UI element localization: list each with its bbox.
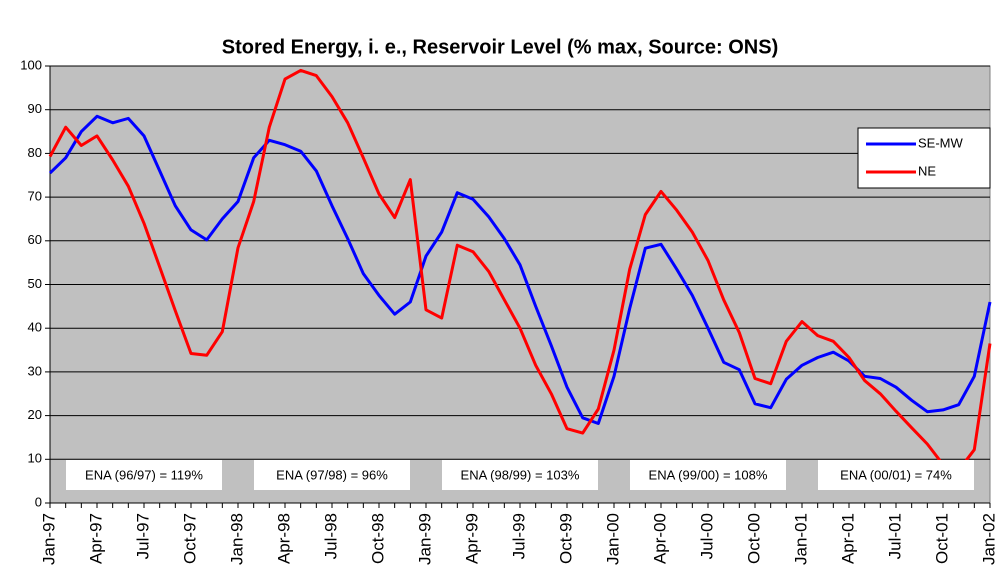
x-tick-label: Oct-99 bbox=[556, 513, 575, 564]
x-tick-label: Jul-99 bbox=[509, 513, 528, 559]
annotation-box bbox=[818, 460, 974, 490]
x-tick-label: Jan-98 bbox=[227, 513, 246, 565]
y-tick-label: 0 bbox=[35, 494, 42, 509]
x-tick-label: Apr-01 bbox=[838, 513, 857, 564]
annotation-box bbox=[442, 460, 598, 490]
y-tick-label: 10 bbox=[28, 451, 42, 466]
legend-box bbox=[857, 127, 991, 189]
y-tick-label: 60 bbox=[28, 232, 42, 247]
x-tick-label: Oct-01 bbox=[932, 513, 951, 564]
x-tick-label: Oct-00 bbox=[744, 513, 763, 564]
annotation-box bbox=[66, 460, 222, 490]
x-tick-label: Oct-97 bbox=[180, 513, 199, 564]
chart-title: Stored Energy, i. e., Reservoir Level (%… bbox=[222, 36, 778, 58]
y-tick-label: 100 bbox=[20, 57, 42, 72]
annotation: ENA (99/00) = 108% bbox=[649, 467, 768, 482]
x-tick-label: Apr-98 bbox=[274, 513, 293, 564]
annotation-box bbox=[254, 460, 410, 490]
y-tick-label: 80 bbox=[28, 145, 42, 160]
y-tick-label: 70 bbox=[28, 189, 42, 204]
annotation: ENA (97/98) = 96% bbox=[276, 467, 388, 482]
x-tick-label: Apr-97 bbox=[86, 513, 105, 564]
y-tick-label: 40 bbox=[28, 320, 42, 335]
x-tick-label: Apr-00 bbox=[650, 513, 669, 564]
series-line bbox=[48, 114, 992, 425]
x-tick-label: Jul-97 bbox=[133, 513, 152, 559]
annotation: ENA (98/99) = 103% bbox=[461, 467, 580, 482]
series-line bbox=[48, 68, 992, 472]
legend-label: NE bbox=[918, 163, 936, 178]
x-tick-label: Jul-00 bbox=[697, 513, 716, 559]
y-tick-label: 50 bbox=[28, 276, 42, 291]
x-tick-label: Jan-97 bbox=[39, 513, 58, 565]
x-tick-label: Jul-98 bbox=[321, 513, 340, 559]
legend-label: SE-MW bbox=[918, 135, 964, 150]
annotation: ENA (96/97) = 119% bbox=[85, 467, 203, 482]
x-tick-label: Jan-99 bbox=[415, 513, 434, 565]
x-tick-label: Oct-98 bbox=[368, 513, 387, 564]
x-tick-label: Jan-00 bbox=[603, 513, 622, 565]
y-tick-label: 30 bbox=[28, 363, 42, 378]
x-tick-label: Jul-01 bbox=[885, 513, 904, 559]
x-tick-label: Apr-99 bbox=[462, 513, 481, 564]
annotation: ENA (00/01) = 74% bbox=[840, 467, 952, 482]
x-tick-label: Jan-02 bbox=[979, 513, 998, 565]
y-tick-label: 20 bbox=[28, 407, 42, 422]
annotation-box bbox=[630, 460, 786, 490]
y-tick-label: 90 bbox=[28, 101, 42, 116]
x-tick-label: Jan-01 bbox=[791, 513, 810, 565]
